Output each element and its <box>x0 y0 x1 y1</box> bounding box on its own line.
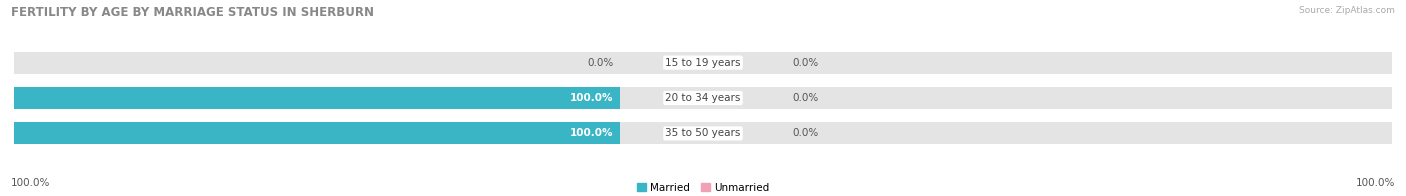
Text: 15 to 19 years: 15 to 19 years <box>665 58 741 68</box>
Text: 100.0%: 100.0% <box>569 93 613 103</box>
Text: 100.0%: 100.0% <box>1355 178 1395 188</box>
Text: 20 to 34 years: 20 to 34 years <box>665 93 741 103</box>
Bar <box>14 122 1392 144</box>
Text: Source: ZipAtlas.com: Source: ZipAtlas.com <box>1299 6 1395 15</box>
Bar <box>14 122 620 144</box>
Bar <box>14 52 1392 74</box>
Text: 0.0%: 0.0% <box>793 128 818 138</box>
Bar <box>14 87 620 109</box>
Legend: Married, Unmarried: Married, Unmarried <box>633 179 773 196</box>
Text: 35 to 50 years: 35 to 50 years <box>665 128 741 138</box>
Text: 100.0%: 100.0% <box>569 128 613 138</box>
Bar <box>14 87 1392 109</box>
Text: 0.0%: 0.0% <box>793 58 818 68</box>
Text: 0.0%: 0.0% <box>793 93 818 103</box>
Text: 0.0%: 0.0% <box>588 58 613 68</box>
Text: 100.0%: 100.0% <box>11 178 51 188</box>
Text: FERTILITY BY AGE BY MARRIAGE STATUS IN SHERBURN: FERTILITY BY AGE BY MARRIAGE STATUS IN S… <box>11 6 374 19</box>
